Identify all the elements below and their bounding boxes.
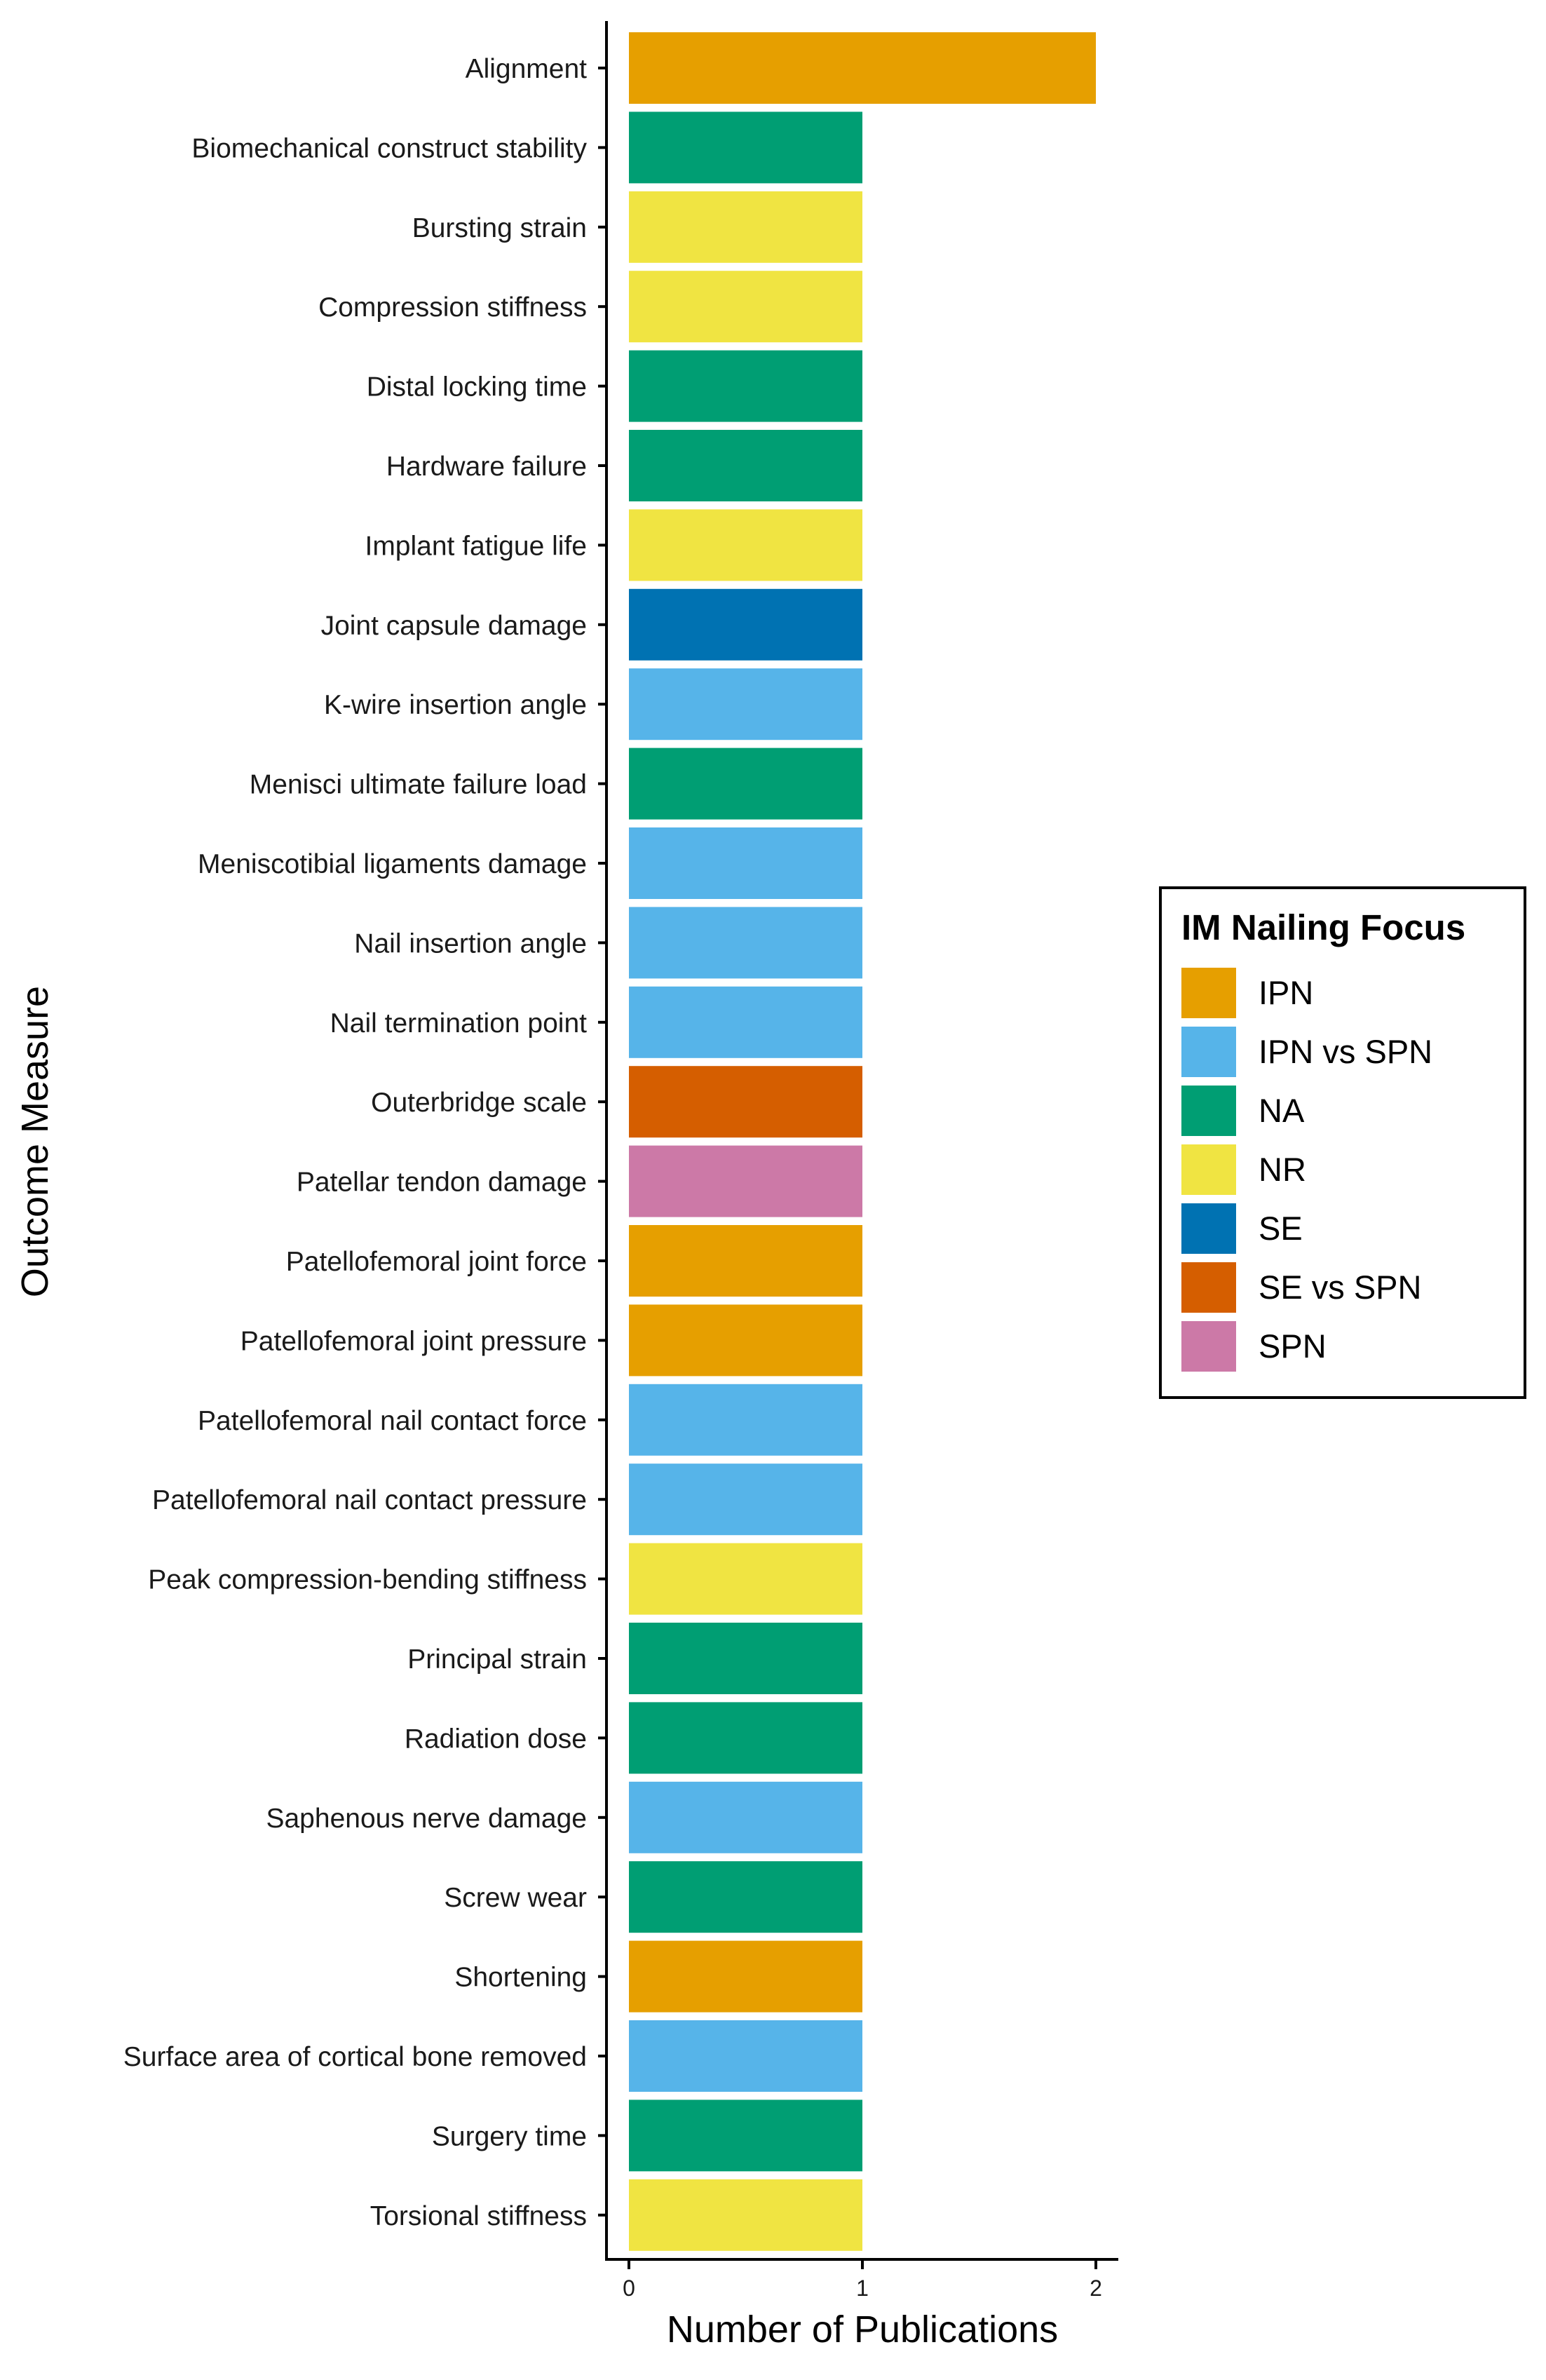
legend-label: SPN	[1259, 1327, 1327, 1365]
category-label: K-wire insertion angle	[324, 690, 587, 720]
category-label: Alignment	[466, 54, 588, 84]
category-label: Patellofemoral joint pressure	[240, 1326, 587, 1356]
legend-swatch	[1181, 1086, 1236, 1136]
legend-title: IM Nailing Focus	[1181, 907, 1465, 947]
bar	[629, 1940, 862, 2013]
category-label: Radiation dose	[405, 1724, 587, 1754]
category-label: Patellofemoral nail contact pressure	[152, 1485, 587, 1515]
bar	[629, 1225, 862, 1297]
category-label: Surgery time	[432, 2121, 587, 2151]
bar	[629, 1781, 862, 1853]
bar	[629, 111, 862, 184]
bar	[629, 191, 862, 263]
bar	[629, 271, 862, 343]
x-axis-ticks: 0 1 2	[623, 2259, 1102, 2301]
category-label: Bursting strain	[412, 213, 587, 243]
category-label: Saphenous nerve damage	[266, 1804, 587, 1834]
legend-swatch	[1181, 1027, 1236, 1077]
bar	[629, 2100, 862, 2172]
bar	[629, 668, 862, 741]
category-label: Menisci ultimate failure load	[250, 770, 587, 800]
bar	[629, 748, 862, 820]
category-label: Biomechanical construct stability	[191, 133, 587, 163]
bar	[629, 907, 862, 979]
category-label: Patellofemoral nail contact force	[198, 1406, 587, 1436]
x-tick-label: 2	[1090, 2276, 1102, 2301]
legend-label: IPN vs SPN	[1259, 1033, 1432, 1070]
legend-swatch	[1181, 1321, 1236, 1372]
category-label: Shortening	[454, 1963, 587, 1993]
category-label: Patellofemoral joint force	[286, 1247, 587, 1277]
legend-label: IPN	[1259, 974, 1313, 1011]
y-axis-labels: Alignment Biomechanical construct stabili…	[123, 54, 606, 2231]
bar	[629, 588, 862, 661]
bar	[629, 827, 862, 899]
bar	[629, 509, 862, 581]
category-label: Nail termination point	[330, 1008, 588, 1039]
bars	[629, 32, 1096, 2251]
legend-items: IPN IPN vs SPN NA NR SE SE vs SPN SPN	[1181, 968, 1432, 1372]
bar	[629, 2179, 862, 2251]
bar	[629, 1861, 862, 1933]
bar	[629, 430, 862, 501]
legend: IM Nailing Focus IPN IPN vs SPN NA NR SE SE v…	[1159, 886, 1526, 1399]
legend-swatch	[1181, 1203, 1236, 1254]
category-label: Torsional stiffness	[370, 2201, 587, 2231]
x-axis-title: Number of Publications	[667, 2308, 1058, 2351]
category-label: Hardware failure	[386, 452, 587, 482]
bar	[629, 1066, 862, 1138]
bar	[629, 1463, 862, 1536]
category-label: Peak compression-bending stiffness	[148, 1565, 587, 1595]
category-label: Implant fatigue life	[365, 531, 587, 561]
legend-swatch	[1181, 968, 1236, 1018]
category-label: Screw wear	[444, 1883, 587, 1913]
category-label: Compression stiffness	[318, 292, 587, 323]
x-tick-label: 0	[623, 2276, 635, 2301]
legend-swatch	[1181, 1262, 1236, 1313]
category-label: Distal locking time	[367, 372, 587, 403]
bar	[629, 1384, 862, 1456]
bar	[629, 2020, 862, 2092]
legend-label: NA	[1259, 1092, 1305, 1129]
bar	[629, 986, 862, 1058]
category-label: Nail insertion angle	[354, 928, 587, 959]
x-tick-label: 1	[856, 2276, 869, 2301]
category-label: Principal strain	[407, 1644, 587, 1675]
bar	[629, 1623, 862, 1694]
legend-label: SE vs SPN	[1259, 1269, 1421, 1306]
category-label: Surface area of cortical bone removed	[123, 2042, 587, 2072]
legend-label: SE	[1259, 1210, 1303, 1247]
category-label: Meniscotibial ligaments damage	[198, 849, 587, 879]
bar	[629, 1702, 862, 1774]
legend-label: NR	[1259, 1151, 1306, 1188]
legend-swatch	[1181, 1144, 1236, 1195]
bar	[629, 1304, 862, 1377]
legend-box	[1159, 886, 1526, 1399]
bar	[629, 32, 1096, 104]
bar	[629, 1543, 862, 1615]
category-label: Patellar tendon damage	[297, 1168, 587, 1198]
bar	[629, 350, 862, 422]
category-label: Joint capsule damage	[321, 611, 587, 641]
bar	[629, 1145, 862, 1217]
category-label: Outerbridge scale	[371, 1088, 587, 1118]
y-axis-title: Outcome Measure	[14, 986, 56, 1297]
